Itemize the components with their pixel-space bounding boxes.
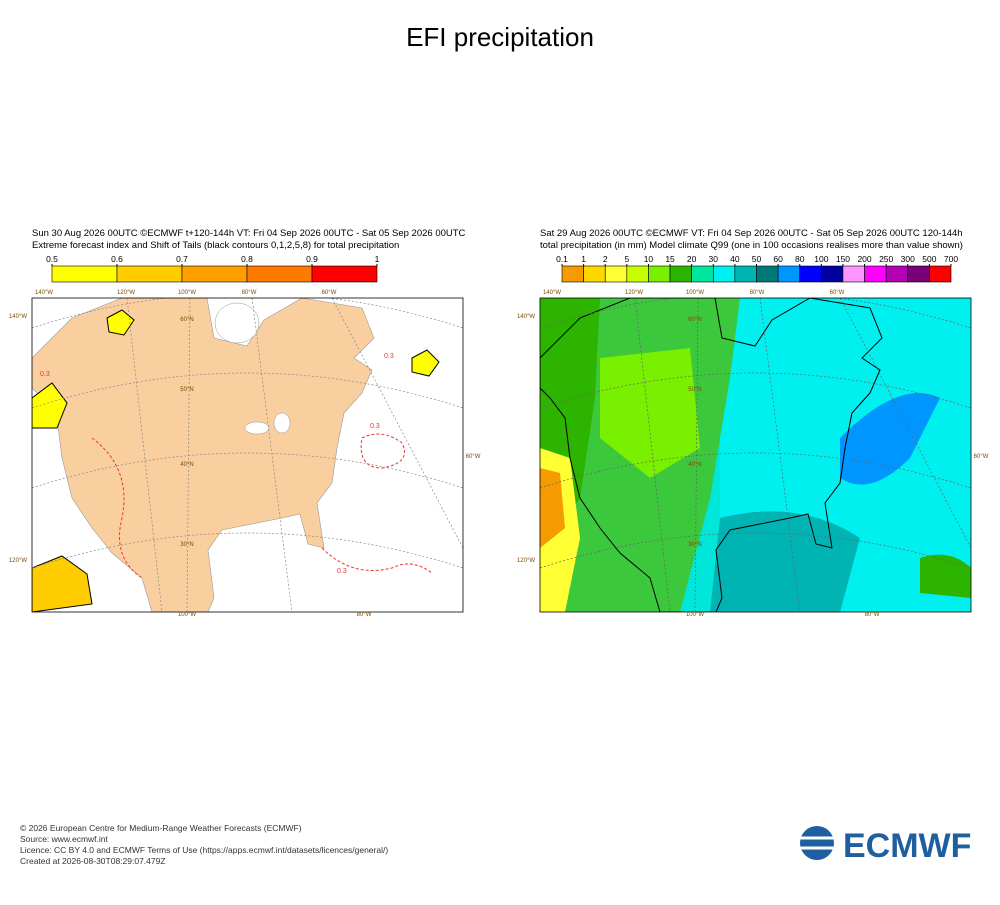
colorbar-box: [648, 265, 671, 283]
colorbar-box: [626, 265, 649, 283]
contour-label: 0.3: [384, 353, 394, 360]
footer-line: Source: www.ecmwf.int: [20, 834, 108, 844]
colorbar-box: [116, 265, 183, 283]
page-title: EFI precipitation: [406, 22, 594, 52]
colorbar-label: 15: [665, 254, 675, 264]
graticule-label: 140°W: [35, 290, 53, 296]
graticule-label: 50°N: [180, 387, 193, 393]
graticule-label: 60°W: [466, 454, 481, 460]
colorbar-box: [691, 265, 714, 283]
footer-line: Licence: CC BY 4.0 and ECMWF Terms of Us…: [20, 845, 388, 855]
colorbar-box: [583, 265, 606, 283]
graticule-label: 100°W: [178, 290, 196, 296]
colorbar-box: [756, 265, 779, 283]
graticule-label: 120°W: [117, 290, 135, 296]
colorbar-box: [734, 265, 757, 283]
footer: © 2026 European Centre for Medium-Range …: [20, 823, 388, 866]
colorbar-label: 0.7: [176, 254, 188, 264]
graticule-label: 60°N: [180, 317, 193, 323]
graticule-label: 60°W: [830, 290, 845, 296]
colorbar-label: 0.8: [241, 254, 253, 264]
graticule-label: 40°N: [180, 462, 193, 468]
colorbar-label: 60: [773, 254, 783, 264]
panel: Sun 30 Aug 2026 00UTC ©ECMWF t+120-144h …: [32, 228, 466, 283]
colorbar-label: 150: [836, 254, 850, 264]
colorbar-box: [929, 265, 952, 283]
graticule-label: 60°W: [974, 454, 989, 460]
contour-label: 0.3: [40, 371, 50, 378]
logo-text: ECMWF: [843, 827, 971, 865]
colorbar-label: 700: [944, 254, 958, 264]
footer-line: © 2026 European Centre for Medium-Range …: [20, 823, 302, 833]
panel-header: Sun 30 Aug 2026 00UTC ©ECMWF t+120-144h …: [32, 228, 466, 239]
graticule-label: 100°W: [686, 290, 704, 296]
graticule-label: 140°W: [9, 314, 27, 320]
colorbar-label: 30: [709, 254, 719, 264]
panel-header: total precipitation (in mm) Model climat…: [540, 240, 963, 251]
logo: ECMWF: [800, 826, 971, 865]
colorbar-box: [821, 265, 844, 283]
colorbar-label: 40: [730, 254, 740, 264]
graticule-label: 60°N: [688, 317, 701, 323]
colorbar-box: [246, 265, 313, 283]
colorbar-box: [712, 265, 736, 283]
graticule-label: 30°N: [180, 542, 193, 548]
graticule-label: 120°W: [517, 558, 535, 564]
colorbar-label: 50: [752, 254, 762, 264]
panel-header: Extreme forecast index and Shift of Tail…: [32, 240, 399, 251]
graticule-label: 140°W: [543, 290, 561, 296]
graticule-label: 40°N: [688, 462, 701, 468]
graticule-label: 100°W: [686, 612, 704, 618]
colorbar-box: [777, 265, 801, 283]
graticule-label: 30°N: [688, 542, 701, 548]
colorbar-box: [885, 265, 909, 283]
graticule-label: 80°W: [357, 612, 372, 618]
graticule-label: 120°W: [625, 290, 643, 296]
colorbar-label: 500: [922, 254, 936, 264]
colorbar-label: 2: [603, 254, 608, 264]
colorbar-label: 300: [901, 254, 915, 264]
colorbar-label: 10: [644, 254, 654, 264]
colorbar-label: 0.9: [306, 254, 318, 264]
colorbar-label: 200: [857, 254, 871, 264]
footer-line: Created at 2026-08-30T08:29:07.479Z: [20, 856, 166, 866]
colorbar-box: [51, 265, 118, 283]
colorbar-box: [842, 265, 865, 283]
panel-header: Sat 29 Aug 2026 00UTC ©ECMWF VT: Fri 04 …: [540, 228, 963, 239]
colorbar-box: [604, 265, 628, 283]
colorbar-label: 250: [879, 254, 893, 264]
graticule-label: 80°W: [242, 290, 257, 296]
graticule-label: 120°W: [9, 558, 27, 564]
graticule-label: 80°W: [865, 612, 880, 618]
colorbar-box: [311, 265, 378, 283]
colorbar-box: [561, 265, 584, 283]
contour-label: 0.3: [337, 568, 347, 575]
contour-label: 0.3: [370, 423, 380, 430]
colorbar-label: 0.6: [111, 254, 123, 264]
colorbar-label: 100: [814, 254, 828, 264]
efi-map: 140°W 120°W 100°W 80°W 60°W 60°N 50°N 40°N 30°N 1…: [9, 290, 481, 618]
colorbar-box: [181, 265, 248, 283]
colorbar-label: 1: [375, 254, 380, 264]
colorbar-box: [907, 265, 930, 283]
colorbar-label: 1: [581, 254, 586, 264]
graticule-label: 80°W: [750, 290, 765, 296]
colorbar-box: [799, 265, 822, 283]
colorbar-label: 20: [687, 254, 697, 264]
colorbar-label: 0.5: [46, 254, 58, 264]
colorbar-label: 0.1: [556, 254, 568, 264]
graticule-label: 140°W: [517, 314, 535, 320]
colorbar-box: [864, 265, 887, 283]
colorbar-label: 80: [795, 254, 805, 264]
graticule-label: 60°W: [322, 290, 337, 296]
climate-map: 140°W 120°W 100°W 80°W 60°W 60°N 50°N 40°N 30°N 1…: [517, 290, 989, 618]
colorbar-label: 5: [624, 254, 629, 264]
graticule-label: 50°N: [688, 387, 701, 393]
colorbar-box: [669, 265, 692, 283]
graticule-label: 100°W: [178, 612, 196, 618]
panel: Sat 29 Aug 2026 00UTC ©ECMWF VT: Fri 04 …: [540, 228, 963, 283]
